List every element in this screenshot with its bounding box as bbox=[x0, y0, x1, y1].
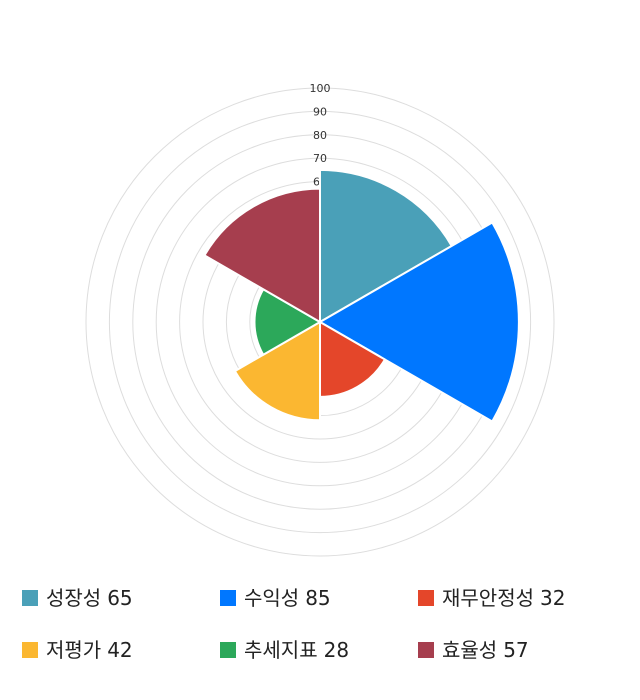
legend-label: 추세지표 28 bbox=[244, 638, 349, 662]
wedge bbox=[203, 187, 321, 324]
legend-value: 42 bbox=[107, 638, 132, 662]
legend-swatch bbox=[418, 590, 434, 606]
legend-swatch bbox=[22, 590, 38, 606]
legend-name: 효율성 bbox=[442, 638, 497, 662]
legend-swatch bbox=[220, 590, 236, 606]
wedge bbox=[318, 221, 520, 423]
legend-label: 재무안정성 32 bbox=[442, 586, 565, 610]
wedge bbox=[319, 168, 454, 324]
wedge bbox=[319, 320, 387, 398]
tick-label: 90 bbox=[313, 105, 327, 118]
legend-label: 효율성 57 bbox=[442, 638, 529, 662]
legend-name: 저평가 bbox=[46, 638, 101, 662]
grid-ring bbox=[108, 110, 532, 534]
legend-name: 재무안정성 bbox=[442, 586, 534, 610]
legend-value: 57 bbox=[503, 638, 528, 662]
wedge bbox=[253, 287, 323, 357]
legend-name: 수익성 bbox=[244, 586, 299, 610]
legend-value: 85 bbox=[305, 586, 330, 610]
legend-value: 32 bbox=[540, 586, 565, 610]
legend-value: 28 bbox=[324, 638, 349, 662]
grid-ring bbox=[85, 87, 555, 557]
legend-value: 65 bbox=[107, 586, 132, 610]
legend-name: 성장성 bbox=[46, 586, 101, 610]
legend-label: 저평가 42 bbox=[46, 638, 133, 662]
legend-name: 추세지표 bbox=[244, 638, 318, 662]
legend-swatch bbox=[220, 642, 236, 658]
legend-label: 수익성 85 bbox=[244, 586, 331, 610]
tick-label: 100 bbox=[310, 82, 331, 95]
wedge bbox=[233, 320, 321, 422]
legend-label: 성장성 65 bbox=[46, 586, 133, 610]
legend-swatch bbox=[22, 642, 38, 658]
tick-label: 80 bbox=[313, 129, 327, 142]
legend-swatch bbox=[418, 642, 434, 658]
tick-label: 70 bbox=[313, 152, 327, 165]
